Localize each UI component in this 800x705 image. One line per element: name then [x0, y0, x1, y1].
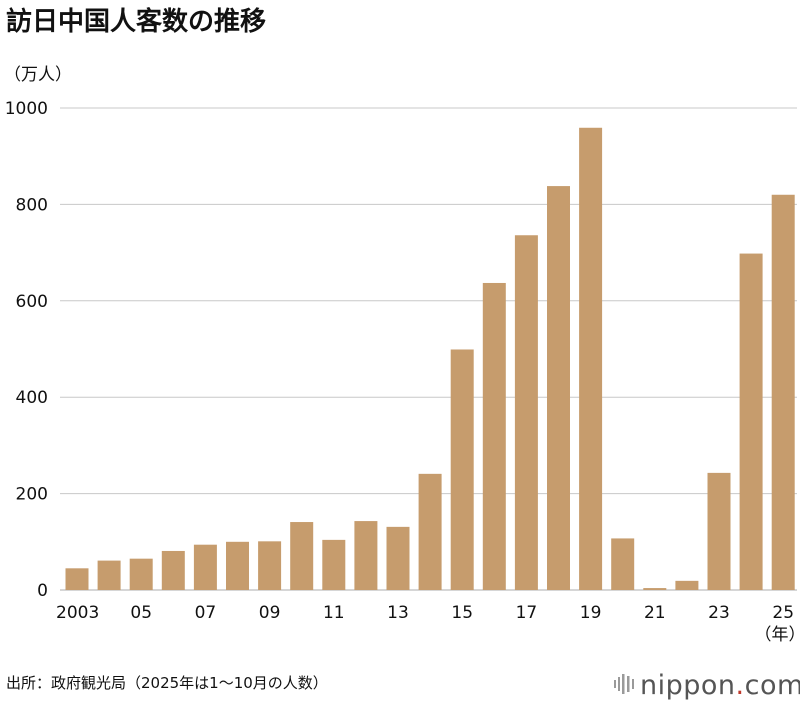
bar-2019	[579, 127, 603, 591]
logo-wordmark: nippon.com	[640, 670, 800, 701]
y-tick-label-400: 400	[16, 388, 48, 408]
bar-2018	[547, 186, 570, 591]
x-tick-label-2009: 09	[259, 603, 281, 623]
bar-2007	[193, 544, 217, 590]
logo-mark-icon	[614, 674, 634, 694]
bar-2011	[322, 539, 346, 590]
bar-2010	[290, 522, 314, 590]
bar-2005	[129, 558, 153, 590]
x-tick-label-2017: 17	[516, 603, 538, 623]
logo-text-tail: com	[745, 670, 800, 701]
x-tick-label-2003: 2003	[56, 603, 99, 623]
nippon-logo: nippon.com	[614, 670, 800, 701]
logo-text-dot: .	[736, 670, 745, 701]
x-tick-label-2023: 23	[708, 603, 730, 623]
x-tick-label-2011: 11	[323, 603, 345, 623]
bar-2013	[386, 526, 410, 590]
y-tick-label-800: 800	[16, 195, 48, 215]
bar-2014	[418, 473, 442, 590]
bars	[65, 127, 795, 591]
bar-2015	[450, 349, 474, 590]
bar-2021	[643, 588, 667, 590]
y-tick-label-600: 600	[16, 292, 48, 312]
x-tick-label-2007: 07	[195, 603, 217, 623]
bar-2022	[675, 580, 699, 590]
bar-2004	[97, 560, 121, 590]
x-axis-unit-label: （年）	[755, 625, 800, 645]
bar-2006	[161, 550, 185, 590]
y-tick-label-1000: 1000	[5, 99, 48, 119]
chart-title: 訪日中国人客数の推移	[6, 6, 266, 37]
x-tick-labels: 2003 05 07 09 11 13 15 17 19 21 23 25	[56, 603, 794, 623]
y-axis-unit-label: （万人）	[4, 65, 72, 85]
x-tick-label-2005: 05	[130, 603, 152, 623]
bar-2016	[482, 282, 506, 590]
bar-2003	[65, 568, 89, 590]
y-tick-labels: 0 200 400 600 800 1000	[5, 99, 48, 601]
x-tick-label-2021: 21	[644, 603, 666, 623]
source-note: 出所：政府観光局（2025年は1～10月の人数）	[6, 674, 328, 692]
bar-2012	[354, 521, 378, 590]
y-tick-label-0: 0	[37, 581, 48, 601]
x-tick-label-2013: 13	[387, 603, 409, 623]
x-tick-label-2015: 15	[451, 603, 473, 623]
bar-2008	[226, 541, 249, 590]
bar-2024	[739, 253, 763, 590]
y-tick-label-200: 200	[16, 485, 48, 505]
bar-2017	[514, 235, 538, 591]
x-tick-label-2025: 25	[772, 603, 794, 623]
bar-2025	[771, 194, 795, 590]
x-tick-label-2019: 19	[580, 603, 602, 623]
bar-2023	[707, 472, 731, 590]
logo-text-main: nippon	[640, 670, 736, 701]
bar-2020	[611, 538, 635, 590]
gridlines	[60, 107, 797, 591]
bar-2009	[258, 541, 282, 590]
